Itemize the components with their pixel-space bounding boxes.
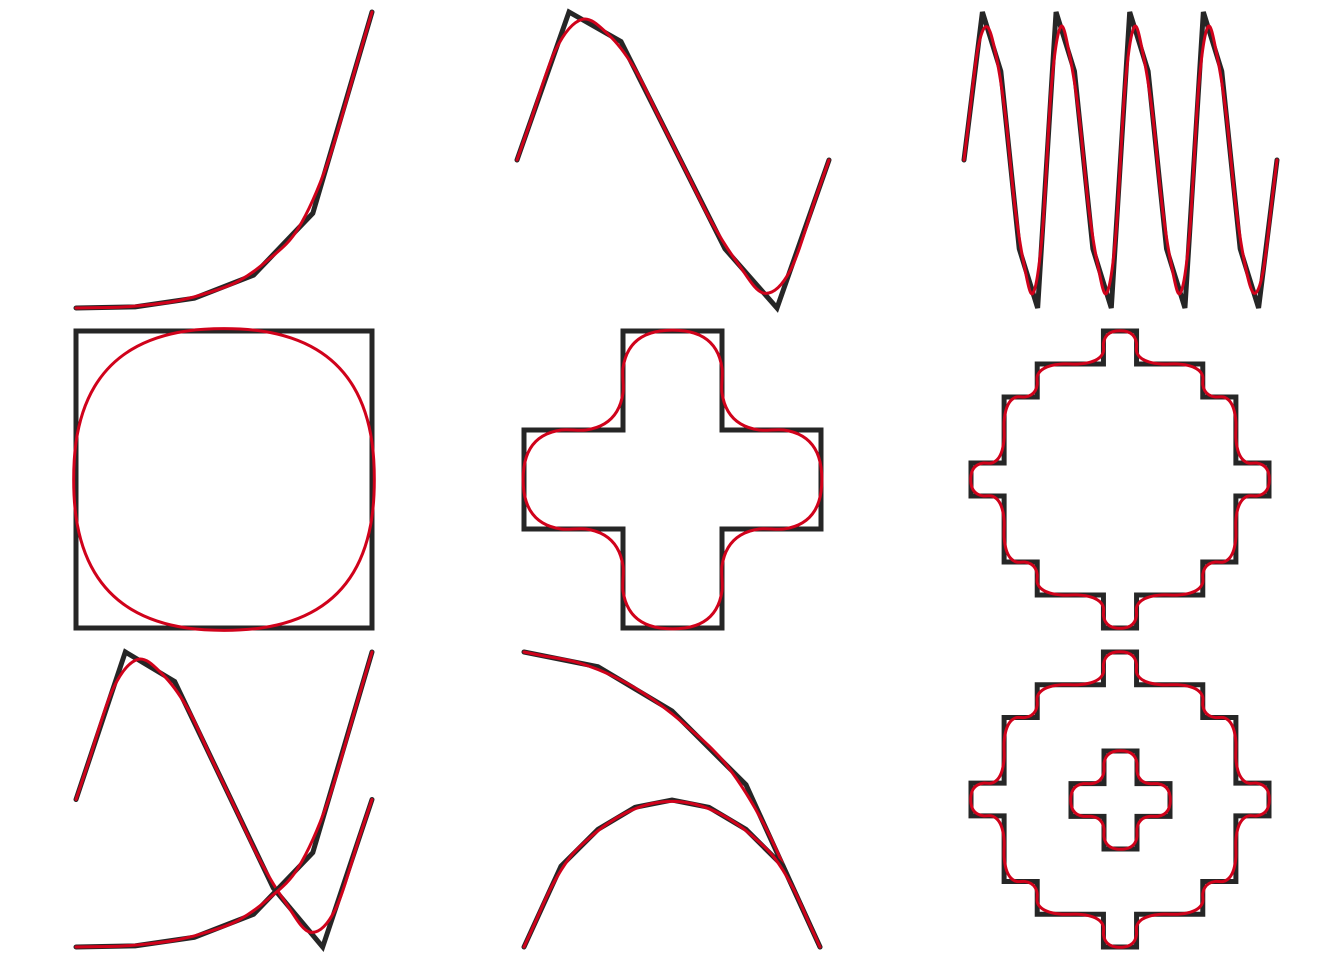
panel-octagon-with-cross xyxy=(968,649,1272,950)
overlay-nested-arcs-smoothed-curve xyxy=(522,799,822,949)
overlay-octagon-with-cross-smoothed-curve xyxy=(1069,749,1172,851)
square-control-polygon xyxy=(73,328,375,631)
overlay-crossing-curves xyxy=(73,649,375,950)
overlay-octagon-with-cross-control-polygon xyxy=(1068,748,1173,852)
crossing-curves-smoothed-curve xyxy=(74,657,374,934)
plus-cross-smoothed-curve xyxy=(521,328,824,631)
overlay-octagon-with-cross xyxy=(1068,748,1173,852)
sine-wave-control-polygon xyxy=(514,8,832,313)
panel-grid xyxy=(72,8,1280,953)
plus-cross-control-polygon xyxy=(521,328,824,631)
panel-stepped-octagon xyxy=(968,328,1272,631)
panel-sine-wave xyxy=(514,8,832,313)
sine-wave-smoothed-curve xyxy=(515,17,831,295)
panel-zigzag-wave xyxy=(961,11,1280,309)
exponential-curve-smoothed-curve xyxy=(74,10,374,310)
zigzag-wave-smoothed-curve xyxy=(962,24,1279,296)
stepped-octagon-control-polygon xyxy=(968,328,1272,631)
square-smoothed-curve xyxy=(72,327,376,632)
panel-nested-arcs xyxy=(521,649,823,950)
overlay-nested-arcs-control-polygon xyxy=(521,797,823,950)
overlay-crossing-curves-smoothed-curve xyxy=(74,650,374,949)
panel-exponential-curve xyxy=(73,9,375,311)
overlay-nested-arcs xyxy=(521,797,823,950)
stepped-octagon-smoothed-curve xyxy=(969,329,1271,630)
panel-square xyxy=(72,327,376,632)
octagon-with-cross-control-polygon xyxy=(968,649,1272,950)
panel-crossing-curves xyxy=(73,648,375,953)
octagon-with-cross-smoothed-curve xyxy=(969,650,1271,949)
panel-plus-cross xyxy=(521,328,824,631)
